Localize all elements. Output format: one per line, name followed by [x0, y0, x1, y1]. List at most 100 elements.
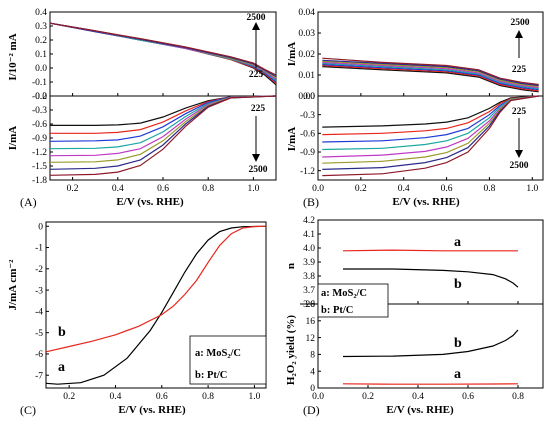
panel-a-bottom-annotation-high: 2500	[249, 165, 268, 175]
panel-c-ytick-label: -4	[35, 308, 43, 318]
panel-b-bottom-frame	[317, 95, 544, 181]
panel-d-top-ytick-label: 3.9	[303, 258, 315, 268]
panel-a-bottom-arrowhead	[252, 154, 260, 162]
panel-a-bottom-series-2500	[49, 95, 277, 176]
panel-d-top-ytick-label: 4.1	[303, 230, 315, 240]
panel-d-bottom-ytick-label: 12	[306, 334, 316, 344]
panel-d-label: (D)	[303, 403, 320, 417]
panel-c-ytick-label: -5	[35, 329, 43, 339]
panel-a-top-series-2500	[49, 22, 277, 76]
panel-b-xlabel: E/V (vs. RHE)	[392, 196, 460, 208]
panel-b-top-ytick-label: 0.04	[298, 8, 315, 18]
panel-b-label: (B)	[303, 195, 319, 209]
panel-b-top-annotation-low: 225	[512, 65, 527, 75]
panel-c-ytick-label: -1	[35, 244, 43, 254]
panel-a-top-annotation-low: 225	[249, 70, 264, 80]
panel-d-bottom-curve-a-label: a	[454, 367, 461, 382]
panel-b-top-ylabel: I/mA	[286, 42, 298, 67]
panel-b-bottom-xtick-label: 0.8	[483, 184, 495, 194]
panel-c-ytick-label: -2	[35, 265, 43, 275]
panel-b: 0.040.030.020.010.000.0 0.2 0.4 0.6 0.8 1.00.…	[298, 8, 544, 194]
panel-c-xtick-label: 1.0	[248, 392, 260, 402]
panel-c-legend-item-a: a: MoS₂/C	[195, 348, 241, 359]
panel-d-legend-item-a: a: MoS₂/C	[321, 288, 367, 299]
panel-a-top-ylabel: I/10⁻² mA	[7, 33, 19, 80]
panel-b-bottom-xtick-label: 1.0	[526, 184, 538, 194]
panel-a-top-arrowhead	[252, 22, 260, 30]
panel-a-top-series-2025	[49, 22, 277, 77]
panel-a-bottom-ylabel: I/mA	[7, 126, 19, 151]
panel-b-top-annotation-high: 2500	[511, 18, 530, 28]
panel-b-bottom-xtick-label: 0.0	[312, 184, 324, 194]
panel-b-top-series-400	[322, 64, 539, 92]
panel-d-top-ytick-label: 3.8	[303, 272, 315, 282]
panel-a-top-ytick-label: -0.1	[32, 78, 47, 88]
panel-c-xtick-label: 0.4	[110, 392, 122, 402]
panel-b-bottom-series-400	[322, 95, 539, 136]
panel-a-bottom-ytick-label: -0.6	[32, 120, 47, 130]
panel-a-bottom-annotation-low: 225	[251, 104, 266, 114]
panel-d-xlabel: E/V (vs. RHE)	[386, 404, 454, 416]
panel-b-top-ytick-label: 0.00	[298, 92, 315, 102]
panel-d-top-ytick-label: 4.2	[303, 216, 315, 226]
panel-a-top-ytick-label: 0.3	[35, 22, 47, 32]
panel-b-bottom-series-1600	[322, 95, 539, 164]
panel-b-bottom-xtick-label: 0.4	[398, 184, 410, 194]
panel-d-bottom-xtick-label: 0.8	[512, 392, 524, 402]
panel-a-top-series-900	[49, 22, 277, 82]
panel-a-bottom-series-225	[50, 95, 277, 127]
panel-b-top-series-625	[322, 63, 539, 91]
panel-a-top-ytick-label: 0.4	[35, 8, 47, 18]
panel-d-bottom-xtick-label: 0.6	[462, 392, 474, 402]
panel-d-top-ylabel: n	[285, 263, 297, 269]
panel-b-top-ytick-label: 0.01	[298, 71, 315, 81]
panel-d-top-series-a	[342, 249, 518, 252]
panel-d-top-ytick-label: 3.6	[303, 300, 315, 310]
panel-b-top-series-900	[322, 62, 539, 90]
panel-a-bottom-series-1600	[49, 95, 277, 163]
panel-b-bottom-ytick-label: -0.6	[300, 130, 315, 140]
panel-a-bottom-series-2025	[49, 95, 277, 170]
panel-a-bottom-xtick-label: 0.6	[157, 184, 169, 194]
panel-a-top-series-400	[49, 22, 277, 84]
panel-d-bottom-ytick-label: 4	[310, 367, 315, 377]
panel-d-legend-box	[317, 283, 389, 318]
panel-b-bottom-ytick-label: -0.9	[300, 148, 315, 158]
panel-b-bottom-annotation-low: 225	[512, 107, 527, 117]
panel-a-top-series-225	[49, 22, 277, 86]
panel-c-ylabel: J/mA cm⁻²	[7, 259, 19, 311]
panel-a-top-frame	[49, 11, 277, 97]
panel-a-bottom-ytick-label: -0.9	[32, 134, 47, 144]
panel-a-top-ytick-label: 0.0	[35, 64, 47, 74]
panel-a-bottom-series-400	[50, 95, 277, 134]
panel-b-bottom-series-2500	[322, 95, 539, 177]
panel-b-bottom-series-225	[322, 95, 539, 128]
panel-a-bottom-ytick-label: 0.0	[35, 92, 47, 102]
panel-b-bottom-series-900	[322, 95, 539, 151]
panel-a-top-ytick-label: 0.2	[35, 36, 47, 46]
panel-d-bottom-ytick-label: 16	[306, 317, 316, 327]
panel-a-bottom-xtick-label: 0.2	[67, 184, 79, 194]
panel-c-frame	[45, 221, 267, 389]
panel-a-top-series-1600	[49, 22, 277, 79]
panel-c-legend-item-b: b: Pt/C	[195, 370, 227, 381]
panel-c-xtick-label: 0.8	[202, 392, 214, 402]
panel-a-bottom-xtick-label: 0.8	[202, 184, 214, 194]
panel-d: 4.2 4.1 4.0 3.9 3.8 3.7 3.6 0.0 0.2 0.4 0.6 0.8 20 16…	[303, 216, 544, 402]
panel-d-bottom-ytick-label: 0	[310, 384, 315, 394]
panel-c: 0.2 0.4 0.6 0.8 1.0 0 -1 -2 -3 -4 -5 -6 -7	[35, 221, 267, 402]
panel-d-bottom-frame	[317, 303, 544, 389]
panel-d-bottom-curve-b-label: b	[454, 336, 462, 351]
panel-a-bottom-ytick-label: -1.8	[32, 176, 47, 186]
panel-c-label: (C)	[20, 403, 36, 417]
panel-b-top-ytick-label: 0.03	[298, 29, 315, 39]
panel-b-top-series-1225	[322, 61, 539, 89]
panel-a-label: (A)	[20, 195, 37, 209]
panel-a-xlabel: E/V (vs. RHE)	[116, 196, 184, 208]
panel-d-bottom-ytick-label: 8	[310, 351, 315, 361]
panel-c-series-b	[45, 225, 267, 353]
panel-d-bottom-series-b	[342, 329, 519, 358]
panel-c-ytick-label: 0	[38, 222, 43, 232]
panel-c-curve-b-label: b	[58, 325, 66, 340]
panel-a-bottom-xtick-label: 1.0	[247, 184, 259, 194]
